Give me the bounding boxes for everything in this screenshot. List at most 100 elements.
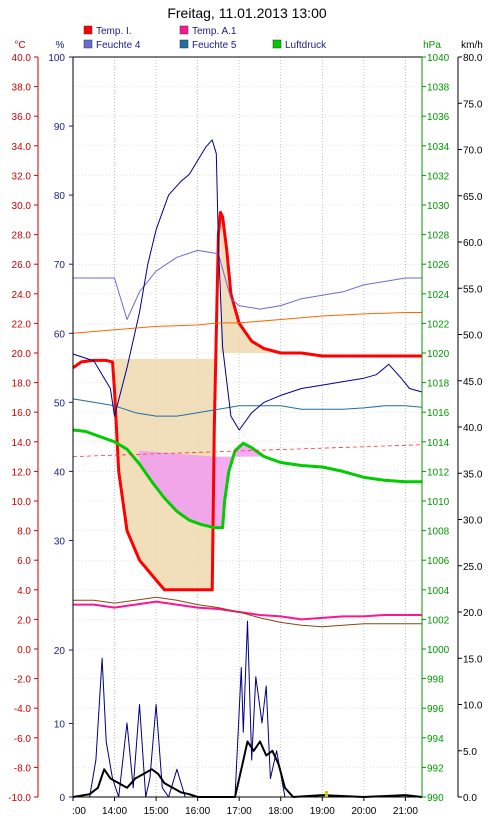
temp-tick-label: 4.0	[17, 586, 31, 597]
wind-tick-label: 35.0	[463, 469, 483, 480]
pressure-tick-label: 1004	[427, 586, 450, 597]
time-tick-label: 16:00	[185, 806, 210, 817]
pressure-tick-label: 1036	[427, 112, 450, 123]
pressure-tick-label: 1014	[427, 438, 450, 449]
temp-tick-label: -6.0	[14, 734, 32, 745]
wind-tick-label: 70.0	[463, 146, 483, 157]
time-tick-label: 20:00	[351, 806, 376, 817]
legend-swatch	[179, 25, 189, 35]
wind-tick-label: 65.0	[463, 192, 483, 203]
pressure-tick-label: 1002	[427, 615, 450, 626]
humidity-tick-label: 60	[54, 329, 66, 340]
series-line	[72, 139, 423, 431]
temp-tick-label: 34.0	[12, 142, 32, 153]
legend-label: Temp. A.1	[192, 26, 237, 37]
pressure-tick-label: 1038	[427, 83, 450, 94]
chart-title: Freitag, 11.01.2013 13:00	[167, 5, 327, 21]
temp-axis-unit: °C	[14, 40, 25, 51]
legend-label: Feuchte 5	[192, 40, 237, 51]
wind-axis-unit: km/h	[461, 40, 483, 51]
humidity-tick-label: 100	[48, 53, 65, 64]
temp-tick-label: 10.0	[12, 497, 32, 508]
time-tick-label: 19:00	[310, 806, 335, 817]
temp-tick-label: 30.0	[12, 201, 32, 212]
time-tick-label: 15:00	[144, 806, 169, 817]
humidity-lower-tick-label: 10	[54, 720, 66, 731]
axes	[37, 56, 459, 798]
pressure-tick-label: 1034	[427, 142, 450, 153]
wind-tick-label: 30.0	[463, 516, 483, 527]
legend-swatch	[272, 39, 282, 49]
temp-tick-label: 36.0	[12, 112, 32, 123]
wind-tick-label: 20.0	[463, 608, 483, 619]
humidity-tick-label: 90	[54, 122, 66, 133]
pressure-tick-label: 1030	[427, 201, 450, 212]
temp-peak-area	[220, 212, 281, 353]
pressure-tick-label: 996	[427, 704, 444, 715]
pressure-tick-label: 1028	[427, 231, 450, 242]
wind-tick-label: 50.0	[463, 331, 483, 342]
pressure-tick-label: 1016	[427, 408, 450, 419]
temp-tick-label: 12.0	[12, 467, 32, 478]
wind-tick-label: 60.0	[463, 238, 483, 249]
time-tick-label: 17:00	[227, 806, 252, 817]
series-line	[73, 596, 422, 628]
temp-tick-label: 16.0	[12, 408, 32, 419]
tick-labels: 40.0 38.0 36.0 34.0 32.0 30.0 28.0 26.0 24.0 22.0…	[8, 53, 483, 817]
legend-label: Luftdruck	[285, 40, 327, 51]
wind-tick-label: 10.0	[463, 701, 483, 712]
temp-tick-label: 40.0	[12, 53, 32, 64]
humidity-tick-label: 80	[54, 191, 66, 202]
pressure-deficit-area	[139, 443, 265, 528]
temp-tick-label: 6.0	[17, 556, 31, 567]
time-tick-label: 18:00	[268, 806, 293, 817]
humidity-lower-tick-label: 0	[59, 793, 65, 804]
legend-swatch	[83, 25, 93, 35]
wind-tick-label: 5.0	[463, 747, 477, 758]
wind-tick-label: 0.0	[463, 793, 477, 804]
pressure-tick-label: 1026	[427, 260, 450, 271]
humidity-axis-unit: %	[56, 40, 65, 51]
pressure-tick-label: 1020	[427, 349, 450, 360]
wind-tick-label: 40.0	[463, 423, 483, 434]
series-line	[73, 249, 422, 320]
pressure-tick-label: 1024	[427, 290, 450, 301]
temp-tick-label: 26.0	[12, 260, 32, 271]
humidity-lower-tick-label: 20	[54, 646, 66, 657]
temp-tick-label: -10.0	[8, 793, 31, 804]
temp-tick-label: 24.0	[12, 290, 32, 301]
pressure-tick-label: 990	[427, 793, 444, 804]
series-line	[72, 312, 422, 334]
pressure-tick-label: 1010	[427, 497, 450, 508]
trend-dashed-line	[72, 444, 423, 457]
series-line	[72, 428, 422, 530]
pressure-axis-unit: hPa	[423, 40, 441, 51]
wind-tick-label: 25.0	[463, 562, 483, 573]
temp-tick-label: -2.0	[14, 675, 32, 686]
legend-swatch	[179, 39, 189, 49]
area-fills	[112, 212, 281, 590]
temp-tick-label: 8.0	[17, 527, 31, 538]
humidity-tick-label: 50	[54, 398, 66, 409]
wind-tick-label: 45.0	[463, 377, 483, 388]
pressure-tick-label: 992	[427, 763, 444, 774]
legend-swatch	[83, 39, 93, 49]
temp-tick-label: 0.0	[17, 645, 31, 656]
wind-tick-label: 15.0	[463, 654, 483, 665]
pressure-tick-label: 994	[427, 734, 444, 745]
wind-tick-label: 55.0	[463, 284, 483, 295]
wind-tick-label: 80.0	[463, 53, 483, 64]
temp-tick-label: 28.0	[12, 231, 32, 242]
pressure-tick-label: 1022	[427, 319, 450, 330]
series-line	[73, 600, 422, 621]
pressure-tick-label: 1018	[427, 379, 450, 390]
series-line	[72, 740, 423, 798]
pressure-tick-label: 998	[427, 675, 444, 686]
legend-label: Temp. I.	[96, 26, 132, 37]
pressure-tick-label: 1012	[427, 467, 450, 478]
temp-tick-label: 18.0	[12, 379, 32, 390]
pressure-tick-label: 1008	[427, 527, 450, 538]
humidity-tick-label: 70	[54, 260, 66, 271]
series-line	[72, 398, 423, 417]
